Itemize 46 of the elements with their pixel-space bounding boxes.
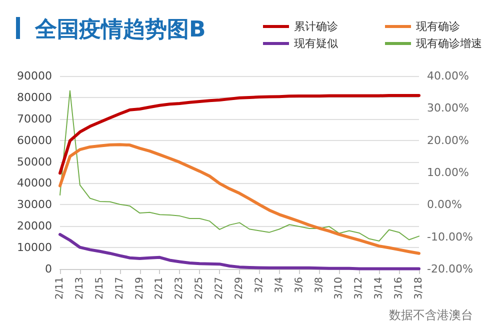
line-series bbox=[58, 143, 420, 255]
legend-label: 现有确诊增速 bbox=[416, 37, 482, 50]
x-tick-label: 3/4 bbox=[274, 277, 285, 294]
legend-label: 现有疑似 bbox=[294, 37, 338, 50]
y-tick-label: 40000 bbox=[17, 176, 52, 190]
x-tick-label: 2/19 bbox=[134, 277, 146, 300]
x-tick-label: 3/18 bbox=[414, 277, 424, 300]
x-tick-label: 3/6 bbox=[294, 277, 305, 294]
y-tick-label: 10000 bbox=[17, 241, 52, 254]
x-tick-label: 3/2 bbox=[254, 277, 265, 294]
x-tick-label: 3/14 bbox=[374, 277, 385, 300]
x-tick-label: 3/10 bbox=[334, 277, 345, 300]
x-tick-label: 2/11 bbox=[54, 277, 66, 300]
y-tick-label: 0 bbox=[45, 262, 52, 276]
x-tick-label: 2/25 bbox=[194, 277, 206, 300]
text: 数据不含港澳台 bbox=[389, 308, 473, 322]
x-tick-label: 2/15 bbox=[94, 277, 106, 300]
x-tick-label: 2/29 bbox=[234, 277, 245, 300]
x-tick-label: 2/23 bbox=[174, 277, 186, 300]
x-tick-label: 2/27 bbox=[214, 277, 226, 300]
y2-tick-label: -10.00% bbox=[427, 230, 473, 244]
legend-label: 累计确诊 bbox=[294, 20, 338, 33]
y-tick-label: 60000 bbox=[17, 134, 52, 147]
y2-tick-label: 20.00% bbox=[427, 134, 469, 147]
y-tick-label: 20000 bbox=[17, 220, 52, 233]
y-tick-label: 50000 bbox=[17, 155, 52, 168]
y2-tick-label: 40.00% bbox=[427, 70, 469, 82]
line-series bbox=[60, 90, 420, 242]
x-tick-label: 3/16 bbox=[394, 277, 405, 300]
y-tick-label: 30000 bbox=[17, 198, 52, 212]
y2-tick-label: -20.00% bbox=[427, 262, 473, 276]
y-tick-label: 80000 bbox=[17, 90, 52, 104]
line-series bbox=[58, 94, 420, 175]
legend-label: 现有确诊 bbox=[416, 20, 460, 33]
y2-tick-label: 30.00% bbox=[427, 102, 469, 115]
line-series bbox=[58, 232, 420, 270]
x-tick-label: 2/17 bbox=[114, 277, 126, 300]
y-tick-label: 90000 bbox=[17, 70, 52, 82]
x-tick-label: 3/12 bbox=[354, 277, 365, 300]
x-tick-label: 2/13 bbox=[74, 277, 86, 300]
x-tick-label: 2/21 bbox=[154, 277, 166, 300]
y2-tick-label: 10.00% bbox=[427, 166, 469, 179]
y2-tick-label: 0.00% bbox=[427, 198, 462, 212]
y-tick-label: 70000 bbox=[17, 112, 52, 126]
x-tick-label: 3/8 bbox=[314, 277, 325, 294]
chart-title: 全国疫情趋势图B bbox=[34, 18, 206, 42]
